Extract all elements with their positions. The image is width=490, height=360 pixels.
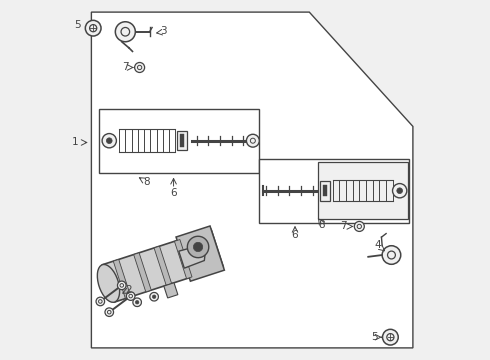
Bar <box>134 253 151 292</box>
Text: 5: 5 <box>74 19 80 30</box>
Circle shape <box>121 27 130 36</box>
Circle shape <box>129 294 132 298</box>
Text: 8: 8 <box>144 177 150 187</box>
Circle shape <box>138 65 142 69</box>
Bar <box>180 134 184 147</box>
Circle shape <box>150 292 158 301</box>
Circle shape <box>250 138 255 143</box>
Circle shape <box>105 308 114 316</box>
Bar <box>102 229 223 302</box>
Bar <box>113 260 131 298</box>
Circle shape <box>96 297 104 306</box>
Bar <box>323 185 327 197</box>
Bar <box>259 158 409 223</box>
Circle shape <box>135 63 145 72</box>
Bar <box>318 162 408 219</box>
Circle shape <box>354 221 364 231</box>
Bar <box>164 283 178 298</box>
Bar <box>98 109 259 173</box>
Circle shape <box>187 236 209 258</box>
Text: 1: 1 <box>72 138 78 148</box>
Circle shape <box>392 184 407 198</box>
Bar <box>176 226 224 281</box>
Text: 6: 6 <box>292 230 298 240</box>
Circle shape <box>106 138 112 144</box>
Circle shape <box>90 24 97 32</box>
Bar <box>154 246 172 285</box>
Circle shape <box>102 134 117 148</box>
Circle shape <box>388 251 395 259</box>
Circle shape <box>107 310 111 314</box>
Circle shape <box>357 224 362 229</box>
Circle shape <box>118 281 126 290</box>
Circle shape <box>194 242 203 252</box>
Circle shape <box>152 295 156 298</box>
Bar <box>174 239 192 279</box>
Circle shape <box>85 20 101 36</box>
Circle shape <box>383 329 398 345</box>
Circle shape <box>126 292 135 300</box>
Circle shape <box>120 284 123 287</box>
Circle shape <box>397 188 402 194</box>
Text: 6: 6 <box>170 188 177 198</box>
Circle shape <box>133 298 142 306</box>
Text: 7: 7 <box>340 221 346 231</box>
Polygon shape <box>179 246 205 268</box>
Text: 4: 4 <box>375 240 382 250</box>
Bar <box>320 181 330 201</box>
Bar <box>177 131 187 150</box>
Circle shape <box>246 134 259 147</box>
Text: 3: 3 <box>160 26 167 36</box>
Circle shape <box>382 246 401 264</box>
Circle shape <box>387 334 394 341</box>
Text: 8: 8 <box>318 220 325 230</box>
Circle shape <box>98 300 102 303</box>
Text: 7: 7 <box>122 63 129 72</box>
Text: 5: 5 <box>371 332 378 342</box>
Polygon shape <box>92 12 413 348</box>
Text: 2: 2 <box>125 285 132 295</box>
Circle shape <box>115 22 135 42</box>
Ellipse shape <box>98 265 120 302</box>
Circle shape <box>135 301 139 304</box>
